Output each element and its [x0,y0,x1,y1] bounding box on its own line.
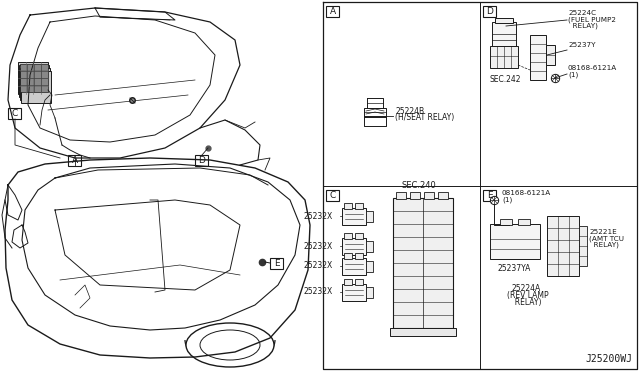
Bar [492,22,516,46]
Bar [424,192,434,199]
Bar [19,65,49,97]
Bar [410,192,420,199]
Bar [366,287,373,298]
Text: RELAY): RELAY) [510,298,541,307]
Bar [21,71,51,103]
Bar [495,18,513,23]
Text: 25237Y: 25237Y [568,42,595,48]
Bar [579,226,587,266]
Text: C: C [330,191,335,200]
Text: RELAY): RELAY) [589,241,619,247]
Text: (1): (1) [568,71,579,77]
Bar [547,216,579,276]
Text: 08168-6121A: 08168-6121A [502,190,551,196]
Bar [483,190,496,201]
Bar [20,64,48,92]
Bar [500,219,512,225]
Text: J25200WJ: J25200WJ [585,354,632,364]
Bar [366,241,373,252]
Bar [483,6,496,17]
Bar [326,190,339,201]
Text: (FUEL PUMP2: (FUEL PUMP2 [568,16,616,22]
Text: (REV LAMP: (REV LAMP [507,291,548,300]
Bar [364,108,386,117]
Bar [355,253,363,259]
Bar [342,238,366,255]
Text: 25232X: 25232X [304,262,333,270]
Bar [355,203,363,209]
Text: (AMT TCU: (AMT TCU [589,235,624,241]
Text: RELAY): RELAY) [568,22,598,29]
Bar [390,328,456,336]
Text: E: E [486,191,492,200]
Bar [342,208,366,225]
Bar [355,233,363,239]
Bar [344,253,352,259]
Bar [490,46,518,68]
Bar [18,62,48,94]
Bar [344,203,352,209]
Bar [546,45,555,65]
Bar [518,219,530,225]
Bar [344,279,352,285]
Ellipse shape [200,330,260,360]
Ellipse shape [186,323,274,367]
Text: 25232X: 25232X [304,241,333,250]
Text: D: D [486,7,493,16]
Bar [326,6,339,17]
Text: 25224B: 25224B [395,107,424,116]
Bar [270,258,283,269]
Bar [396,192,406,199]
Text: 25237YA: 25237YA [497,264,531,273]
Text: C: C [12,109,18,118]
Text: E: E [274,259,279,268]
Bar [195,155,208,166]
Text: 25232X: 25232X [304,288,333,296]
Text: (H/SEAT RELAY): (H/SEAT RELAY) [395,113,454,122]
Bar [355,279,363,285]
Text: (1): (1) [502,196,512,202]
Bar [342,284,366,301]
Bar [20,68,50,100]
Bar [490,224,540,259]
Text: 25232X: 25232X [304,212,333,221]
Bar [366,211,373,222]
Bar [68,155,81,166]
Bar [366,261,373,272]
Bar [8,108,21,119]
Bar [438,192,448,199]
Bar [530,35,546,80]
Text: SEC.242: SEC.242 [490,75,522,84]
Text: 25224C: 25224C [568,10,596,16]
Text: A: A [72,156,77,165]
Text: 25224A: 25224A [512,284,541,293]
Text: SEC.240: SEC.240 [401,181,436,190]
Text: A: A [330,7,335,16]
Bar [393,198,453,328]
Text: 08168-6121A: 08168-6121A [568,65,617,71]
Text: D: D [198,156,205,165]
Text: 25221E: 25221E [589,229,617,235]
Bar [344,233,352,239]
Bar [342,258,366,275]
